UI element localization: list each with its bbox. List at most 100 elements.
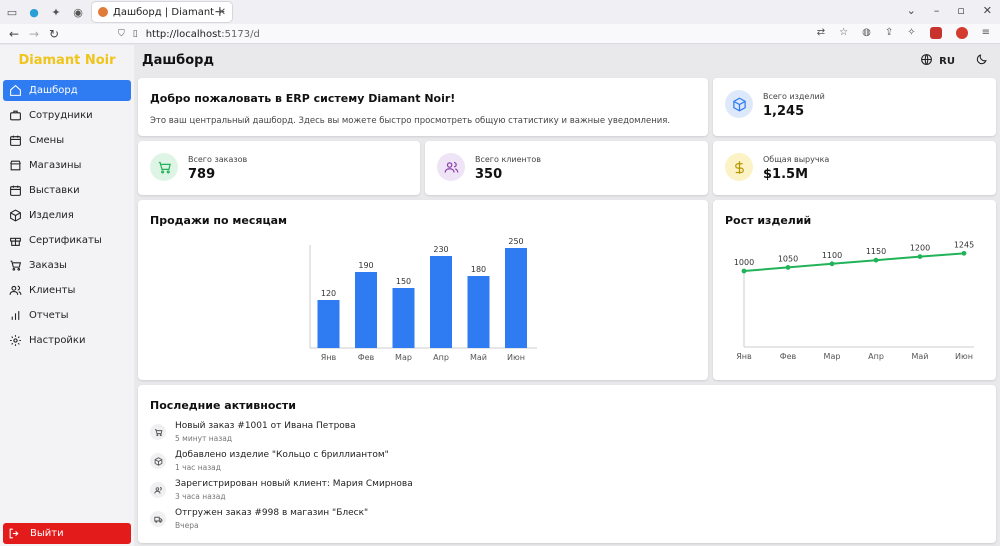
bar [392, 288, 415, 348]
calendar-icon [7, 133, 23, 149]
activity-time: 3 часа назад [175, 492, 226, 501]
sidebar-item-label: Изделия [29, 210, 74, 221]
sidebar-item-orders[interactable]: Заказы [3, 255, 131, 276]
data-point [785, 265, 791, 270]
stat-value: 789 [188, 167, 216, 182]
sidebar-item-label: Смены [29, 135, 65, 146]
sidebar-item-shifts[interactable]: Смены [3, 130, 131, 151]
extension-icon[interactable]: ⇪ [884, 27, 894, 38]
stat-value: 1,245 [763, 104, 805, 119]
page-info-icon[interactable]: ▯ [132, 29, 138, 39]
pinned-telegram-icon[interactable]: ● [29, 5, 39, 19]
bar [505, 248, 527, 348]
translate-icon[interactable]: ⇄ [816, 27, 826, 38]
extension-icon[interactable] [955, 27, 968, 39]
activity-time: Вчера [175, 521, 199, 530]
activity-text: Добавлено изделие "Кольцо с бриллиантом" [175, 450, 389, 460]
globe-icon[interactable] [920, 53, 933, 69]
new-tab-button[interactable]: + [214, 4, 226, 20]
sales-chart-title: Продажи по месяцам [150, 214, 288, 227]
sidebar-item-stores[interactable]: Магазины [3, 155, 131, 176]
pinned-tab-icon[interactable]: ✦ [51, 5, 61, 19]
sales-bar-chart: 120 Янв 190 Фев 150 Мар 230 Апр 180 Май 250 Июн [309, 237, 537, 362]
tick-label: Май [470, 353, 487, 362]
data-point [961, 250, 967, 256]
back-button[interactable]: ← [8, 26, 20, 41]
activity-card: Последние активности Новый заказ #1001 о… [138, 385, 996, 543]
dollar-icon [725, 153, 753, 181]
window-minimize-button[interactable]: – [933, 4, 940, 17]
sidebar-item-certificates[interactable]: Сертификаты [3, 230, 131, 251]
data-label: 190 [358, 261, 373, 270]
bar [317, 300, 340, 348]
tick-label: Апр [868, 352, 884, 361]
brand-logo[interactable]: Diamant Noir [18, 53, 116, 68]
tab-favicon [98, 7, 108, 17]
bar-chart-icon [7, 308, 23, 324]
tab-list-icon[interactable]: ▭ [6, 5, 18, 19]
window-maximize-button[interactable]: ▫ [957, 4, 965, 17]
tick-label: Фев [780, 352, 797, 361]
series-line [743, 252, 965, 272]
stat-card-revenue: Общая выручка $1.5M [713, 141, 996, 195]
activity-list: Новый заказ #1001 от Ивана Петрова 5 мин… [150, 421, 650, 537]
ublock-icon[interactable] [929, 27, 942, 39]
users-icon [437, 153, 465, 181]
sidebar-item-settings[interactable]: Настройки [3, 330, 131, 351]
sidebar-item-label: Сотрудники [29, 110, 93, 121]
store-icon [7, 158, 23, 174]
url-rest: :5173/d [221, 28, 260, 40]
sidebar-item-reports[interactable]: Отчеты [3, 305, 131, 326]
tick-label: Июн [955, 352, 973, 361]
stat-card-products: Всего изделий 1,245 [713, 78, 996, 136]
browser-tab-active[interactable]: Дашборд | Diamant Noir ✕ [92, 2, 232, 22]
cart-icon [7, 258, 23, 274]
browser-tabbar: ▭ ● ✦ ◉ Дашборд | Diamant Noir ✕ + ⌄ – ▫… [0, 0, 1000, 24]
url-host: http://localhost [145, 28, 222, 40]
sidebar-item-dashboard[interactable]: Дашборд [3, 80, 131, 101]
bar [467, 276, 490, 348]
extension-icon[interactable]: ◍ [862, 27, 871, 38]
tabs-dropdown-icon[interactable]: ⌄ [906, 4, 916, 17]
language-switch[interactable]: RU [939, 55, 955, 67]
tab-close-icon[interactable]: ✕ [217, 6, 226, 18]
sidebar-item-label: Выставки [29, 185, 80, 196]
forward-button[interactable]: → [28, 26, 40, 41]
data-label: 1050 [778, 254, 798, 263]
shield-icon[interactable]: ⛉ [118, 29, 125, 39]
sales-chart-card: Продажи по месяцам 120 Янв 190 Фев 150 Мар 230… [138, 200, 708, 380]
extensions-puzzle-icon[interactable]: ✧ [907, 27, 916, 38]
stat-value: 350 [475, 167, 503, 182]
stat-label: Всего клиентов [475, 155, 542, 164]
theme-toggle-moon-icon[interactable] [975, 53, 988, 69]
address-bar[interactable]: ⛉ ▯ http://localhost:5173/d [118, 26, 838, 42]
reload-button[interactable]: ↻ [48, 26, 60, 41]
list-item: Зарегистрирован новый клиент: Мария Смир… [150, 479, 650, 508]
cart-icon [150, 424, 166, 440]
sidebar-item-products[interactable]: Изделия [3, 205, 131, 226]
activity-title: Последние активности [150, 399, 296, 412]
calendar-icon [7, 183, 23, 199]
data-label: 230 [433, 245, 448, 254]
welcome-title: Добро пожаловать в ERP систему Diamant N… [150, 92, 456, 105]
bookmark-star-icon[interactable]: ☆ [839, 27, 849, 38]
list-item: Отгружен заказ #998 в магазин "Блеск" Вч… [150, 508, 650, 537]
sidebar-item-label: Заказы [29, 260, 67, 271]
sidebar-item-exhibitions[interactable]: Выставки [3, 180, 131, 201]
logout-label: Выйти [30, 528, 64, 539]
sidebar-item-label: Сертификаты [29, 235, 102, 246]
sidebar-item-label: Отчеты [29, 310, 69, 321]
data-label: 1245 [954, 240, 974, 249]
sidebar-item-clients[interactable]: Клиенты [3, 280, 131, 301]
bar [430, 256, 452, 348]
logout-button[interactable]: Выйти [3, 523, 131, 544]
data-label: 1100 [822, 251, 842, 260]
window-close-button[interactable]: ✕ [982, 4, 992, 17]
sidebar-item-employees[interactable]: Сотрудники [3, 105, 131, 126]
page-title: Дашборд [142, 53, 214, 68]
menu-icon[interactable]: ≡ [981, 27, 990, 38]
stat-label: Всего заказов [188, 155, 248, 164]
growth-line-chart: 1000 Янв 1050 Фев 1100 Мар 1150 Апр 1200 Май 1245 И… [734, 240, 974, 361]
pinned-tab-icon[interactable]: ◉ [73, 5, 83, 19]
tick-label: Фев [358, 353, 375, 362]
